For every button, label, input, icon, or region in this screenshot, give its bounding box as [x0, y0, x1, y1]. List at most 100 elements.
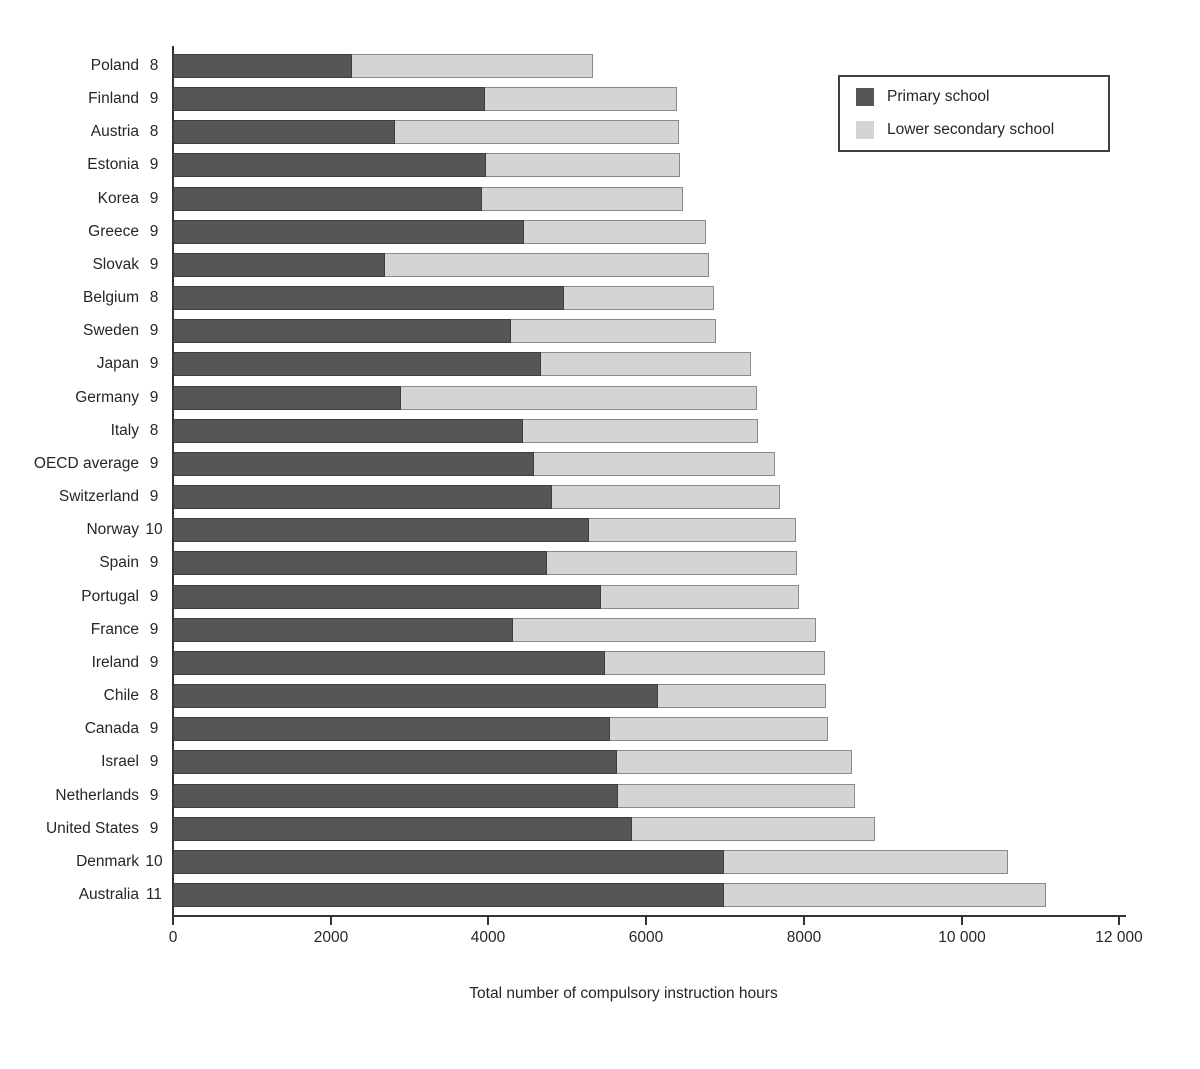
- x-axis-title: Total number of compulsory instruction h…: [469, 985, 778, 1002]
- bar-row: Germany 9: [0, 386, 1200, 410]
- stacked-bar: [173, 551, 797, 575]
- lower-secondary-segment: [552, 485, 780, 509]
- country-label: Portugal 9: [0, 588, 173, 606]
- country-label: OECD average 9: [0, 455, 173, 473]
- country-years: 9: [149, 554, 159, 571]
- tick-label: 2000: [313, 929, 349, 946]
- lower-secondary-segment: [352, 54, 593, 78]
- stacked-bar: [173, 319, 716, 343]
- legend-label-lower-secondary: Lower secondary school: [887, 121, 1055, 138]
- stacked-bar: [173, 784, 855, 808]
- country-years: 8: [149, 422, 159, 439]
- country-name: Netherlands: [55, 787, 139, 804]
- country-name: Norway: [86, 521, 139, 538]
- country-years: 9: [149, 455, 159, 472]
- primary-segment: [173, 518, 589, 542]
- tick-label: 4000: [470, 929, 506, 946]
- country-name: Poland: [90, 57, 139, 74]
- lower-secondary-segment: [617, 750, 852, 774]
- country-years: 8: [149, 123, 159, 140]
- country-name: Austria: [90, 123, 139, 140]
- country-name: Finland: [88, 90, 139, 107]
- lower-secondary-segment: [547, 551, 797, 575]
- country-name: United States: [45, 820, 139, 837]
- bar-row: Portugal 9: [0, 585, 1200, 609]
- lower-secondary-segment: [524, 220, 706, 244]
- lower-secondary-segment: [564, 286, 714, 310]
- country-label: United States 9: [0, 820, 173, 838]
- tick-mark: [1118, 915, 1120, 925]
- country-label: Austria 8: [0, 123, 173, 141]
- bar-row: Sweden 9: [0, 319, 1200, 343]
- country-label: Netherlands 9: [0, 787, 173, 805]
- country-label: Ireland 9: [0, 654, 173, 672]
- country-name: Estonia: [87, 156, 139, 173]
- primary-segment: [173, 717, 610, 741]
- lower-secondary-segment: [511, 319, 716, 343]
- primary-segment: [173, 883, 724, 907]
- country-label: Italy 8: [0, 422, 173, 440]
- tick-mark: [172, 915, 174, 925]
- country-years: 9: [149, 588, 159, 605]
- country-name: Korea: [97, 190, 139, 207]
- country-years: 10: [145, 853, 163, 870]
- country-years: 9: [149, 720, 159, 737]
- country-years: 9: [149, 621, 159, 638]
- country-label: Canada 9: [0, 720, 173, 738]
- country-name: Chile: [103, 687, 139, 704]
- country-years: 9: [149, 322, 159, 339]
- country-label: Spain 9: [0, 554, 173, 572]
- country-label: Greece 9: [0, 223, 173, 241]
- stacked-bar: [173, 187, 683, 211]
- country-label: Australia 11: [0, 886, 173, 904]
- primary-segment: [173, 684, 658, 708]
- tick-mark: [803, 915, 805, 925]
- country-years: 10: [145, 521, 163, 538]
- country-name: Japan: [96, 355, 139, 372]
- bar-row: Norway 10: [0, 518, 1200, 542]
- bar-row: Finland 9: [0, 87, 1200, 111]
- tick-label: 10 000: [938, 929, 986, 946]
- primary-segment: [173, 352, 541, 376]
- bar-row: Korea 9: [0, 187, 1200, 211]
- lower-secondary-segment: [513, 618, 816, 642]
- country-name: Portugal: [81, 588, 139, 605]
- legend-swatch-lower-secondary: [856, 121, 874, 139]
- lower-secondary-segment: [486, 153, 680, 177]
- country-label: Israel 9: [0, 753, 173, 771]
- bar-row: United States 9: [0, 817, 1200, 841]
- stacked-bar: [173, 618, 816, 642]
- country-label: Belgium 8: [0, 289, 173, 307]
- tick-mark: [330, 915, 332, 925]
- country-years: 9: [149, 190, 159, 207]
- legend-label-primary: Primary school: [887, 88, 990, 105]
- legend-swatch-primary: [856, 88, 874, 106]
- primary-segment: [173, 419, 523, 443]
- bar-row: Denmark 10: [0, 850, 1200, 874]
- primary-segment: [173, 850, 724, 874]
- primary-segment: [173, 784, 618, 808]
- country-label: Switzerland 9: [0, 488, 173, 506]
- country-name: Switzerland: [58, 488, 139, 505]
- country-label: Poland 8: [0, 57, 173, 75]
- country-years: 9: [149, 753, 159, 770]
- country-label: Germany 9: [0, 389, 173, 407]
- lower-secondary-segment: [601, 585, 799, 609]
- country-name: Slovak: [92, 256, 139, 273]
- bar-row: Canada 9: [0, 717, 1200, 741]
- primary-segment: [173, 153, 486, 177]
- primary-segment: [173, 551, 547, 575]
- lower-secondary-segment: [610, 717, 828, 741]
- primary-segment: [173, 87, 485, 111]
- stacked-bar: [173, 485, 780, 509]
- stacked-bar: [173, 286, 714, 310]
- country-years: 8: [149, 289, 159, 306]
- country-label: Norway 10: [0, 521, 173, 539]
- primary-segment: [173, 286, 564, 310]
- lower-secondary-segment: [724, 883, 1046, 907]
- primary-segment: [173, 220, 524, 244]
- primary-segment: [173, 618, 513, 642]
- lower-secondary-segment: [589, 518, 796, 542]
- bar-row: Chile 8: [0, 684, 1200, 708]
